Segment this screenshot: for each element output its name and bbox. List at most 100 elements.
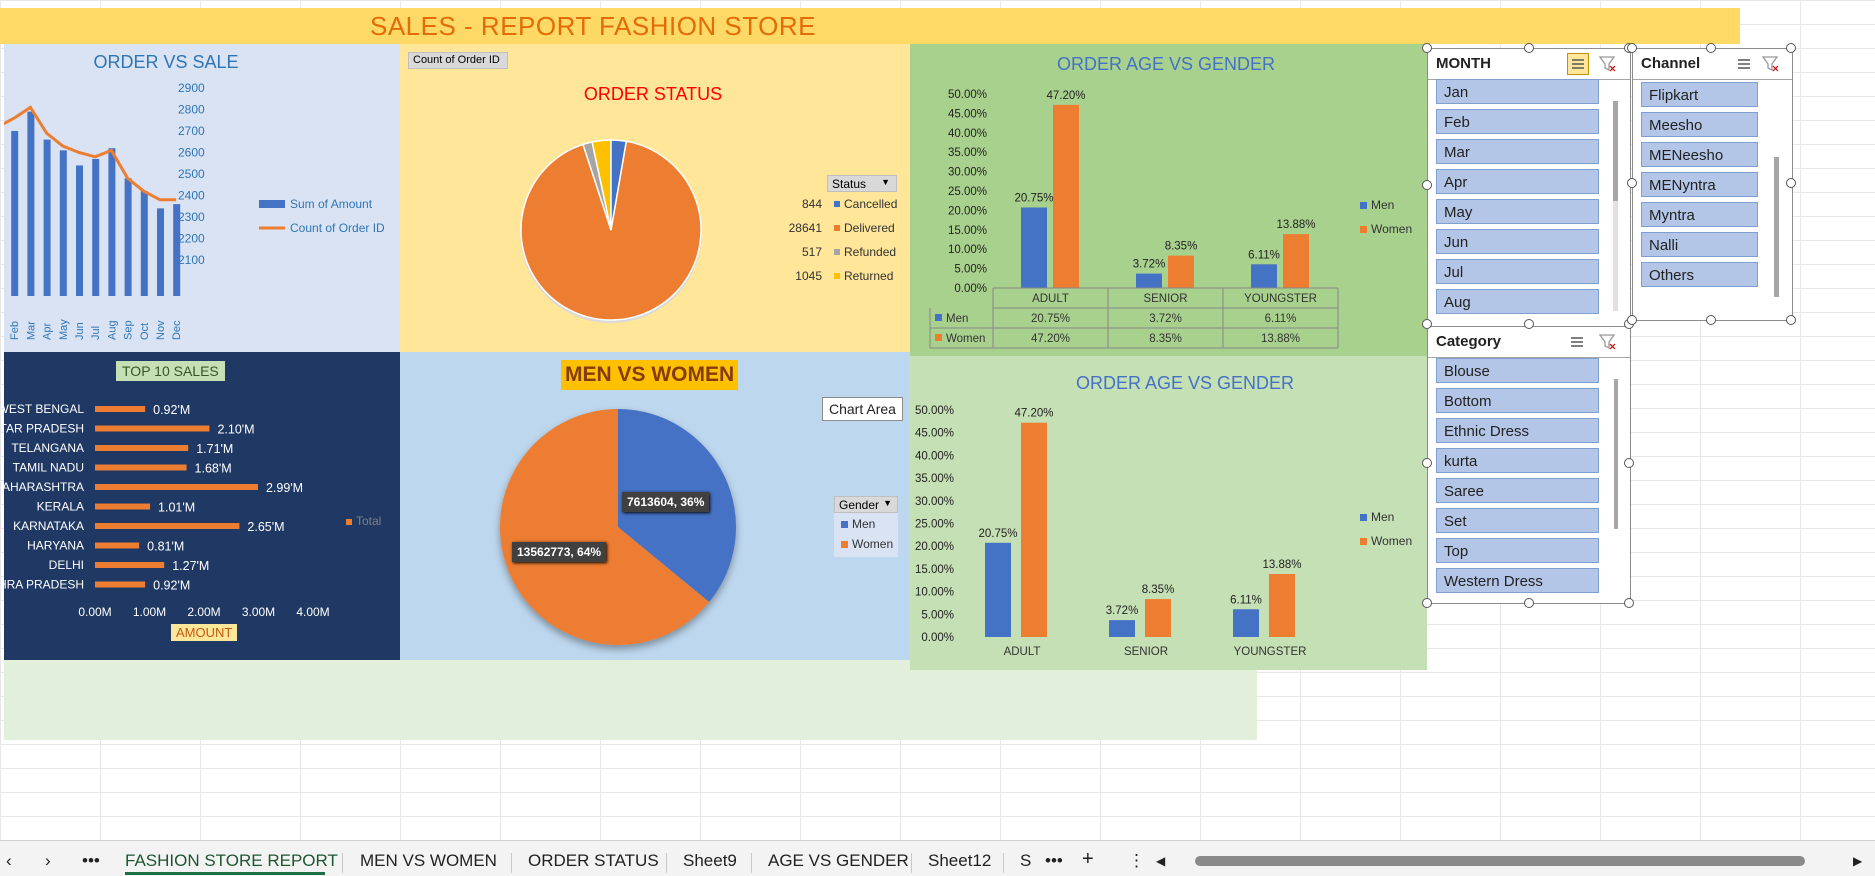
clear-filter-icon[interactable] bbox=[1761, 54, 1781, 79]
slicer-item-meesho[interactable]: Meesho bbox=[1641, 112, 1758, 137]
table-cell: 47.20% bbox=[1031, 333, 1070, 345]
slicer-item-myntra[interactable]: Myntra bbox=[1641, 202, 1758, 227]
slicer-item-western-dress[interactable]: Western Dress bbox=[1436, 568, 1599, 593]
category-slicer[interactable]: Category Blouse Bottom Ethnic Dress kurta Sa… bbox=[1427, 326, 1631, 604]
sheet-tab-s[interactable]: S bbox=[1020, 851, 1032, 870]
slicer-item-set[interactable]: Set bbox=[1436, 508, 1599, 533]
status-filter-label: Status bbox=[832, 177, 867, 191]
selection-handle[interactable] bbox=[1627, 43, 1637, 53]
selection-handle[interactable] bbox=[1786, 43, 1796, 53]
clear-filter-icon[interactable] bbox=[1598, 332, 1618, 357]
x-tick-label: Sep bbox=[123, 320, 135, 340]
table-row-label: Men bbox=[946, 313, 968, 325]
slicer-item-blouse[interactable]: Blouse bbox=[1436, 358, 1599, 383]
slicer-item-saree[interactable]: Saree bbox=[1436, 478, 1599, 503]
gender-filter-button[interactable]: Gender ▼ bbox=[834, 496, 898, 513]
bar-value-label: 2.99'M bbox=[266, 481, 303, 495]
y-tick-label: 2200 bbox=[178, 232, 205, 246]
slicer-item-meneesho[interactable]: MENeesho bbox=[1641, 142, 1758, 167]
prev-sheet-icon[interactable]: ‹ bbox=[6, 851, 12, 870]
slicer-item-feb[interactable]: Feb bbox=[1436, 109, 1599, 134]
slicer-item-menyntra[interactable]: MENyntra bbox=[1641, 172, 1758, 197]
sheet-tab-fashion-store-report[interactable]: FASHION STORE REPORT bbox=[125, 851, 338, 870]
slicer-item-top[interactable]: Top bbox=[1436, 538, 1599, 563]
top10-sales-panel[interactable]: TOP 10 SALES WEST BENGAL 0.92'M UTTAR PRAD… bbox=[4, 352, 400, 660]
selection-handle[interactable] bbox=[1786, 178, 1796, 188]
selection-handle[interactable] bbox=[1627, 178, 1637, 188]
scrollbar-thumb[interactable] bbox=[1613, 101, 1618, 201]
slicer-item-jul[interactable]: Jul bbox=[1436, 259, 1599, 284]
table-header: YOUNGSTER bbox=[1244, 293, 1317, 305]
sheet-tab-men-vs-women[interactable]: MEN VS WOMEN bbox=[360, 851, 497, 870]
selection-handle[interactable] bbox=[1624, 598, 1634, 608]
y-tick-label: 40.00% bbox=[948, 128, 987, 140]
slicer-item-apr[interactable]: Apr bbox=[1436, 169, 1599, 194]
selection-handle[interactable] bbox=[1524, 598, 1534, 608]
selection-handle[interactable] bbox=[1524, 319, 1534, 329]
slicer-item-kurta[interactable]: kurta bbox=[1436, 448, 1599, 473]
men-women-panel[interactable]: MEN VS WOMEN 7613604, 36% 13562773, 64% … bbox=[400, 352, 910, 660]
slicer-item-jan[interactable]: Jan bbox=[1436, 79, 1599, 104]
category-label: SENIOR bbox=[1124, 646, 1168, 658]
sheet-options-icon[interactable]: ⋮ bbox=[1128, 851, 1145, 870]
legend-label: Cancelled bbox=[844, 197, 898, 211]
multi-select-icon[interactable] bbox=[1567, 332, 1587, 357]
slicer-item-bottom[interactable]: Bottom bbox=[1436, 388, 1599, 413]
sheet-tab-sheet9[interactable]: Sheet9 bbox=[683, 851, 737, 870]
selection-handle[interactable] bbox=[1422, 598, 1432, 608]
multi-select-icon[interactable] bbox=[1567, 53, 1589, 75]
slicer-item-jun[interactable]: Jun bbox=[1436, 229, 1599, 254]
sheet-tab-sheet12[interactable]: Sheet12 bbox=[928, 851, 992, 870]
selection-handle[interactable] bbox=[1624, 458, 1634, 468]
slicer-item-ethnic-dress[interactable]: Ethnic Dress bbox=[1436, 418, 1599, 443]
amount-bar bbox=[27, 111, 35, 297]
pie-slice-women bbox=[500, 409, 710, 645]
horizontal-scrollbar-thumb[interactable] bbox=[1195, 856, 1805, 866]
month-slicer[interactable]: MONTH Jan Feb Mar Apr May Jun Jul Aug bbox=[1427, 48, 1631, 327]
selection-handle[interactable] bbox=[1422, 319, 1432, 329]
data-label: 6.11% bbox=[1230, 594, 1262, 606]
clear-filter-icon[interactable] bbox=[1598, 54, 1618, 79]
selection-handle[interactable] bbox=[1422, 458, 1432, 468]
selection-handle[interactable] bbox=[1706, 43, 1716, 53]
more-tabs-icon[interactable]: ••• bbox=[1045, 851, 1063, 870]
slicer-item-may[interactable]: May bbox=[1436, 199, 1599, 224]
channel-slicer[interactable]: Channel Flipkart Meesho MENeesho MENyntra My… bbox=[1632, 48, 1793, 321]
slicer-item-flipkart[interactable]: Flipkart bbox=[1641, 82, 1758, 107]
men-data-label: 7613604, 36% bbox=[622, 492, 710, 512]
more-sheets-icon[interactable]: ••• bbox=[82, 851, 100, 870]
slicer-item-aug[interactable]: Aug bbox=[1436, 289, 1599, 314]
sales-bar bbox=[95, 503, 151, 510]
slicer-scrollbar[interactable] bbox=[1614, 379, 1618, 529]
order-vs-sale-panel[interactable]: ORDER VS SALE 2900 2800 2700 2600 2500 2400 23… bbox=[4, 44, 400, 352]
scroll-right-icon[interactable]: ▶ bbox=[1853, 854, 1863, 868]
age-gender-bottom-panel[interactable]: ORDER AGE VS GENDER 50.00% 45.00% 40.00% 35… bbox=[910, 356, 1427, 670]
selection-handle[interactable] bbox=[1627, 315, 1637, 325]
slicer-item-nalli[interactable]: Nalli bbox=[1641, 232, 1758, 257]
next-sheet-icon[interactable]: › bbox=[45, 851, 51, 870]
selection-handle[interactable] bbox=[1422, 43, 1432, 53]
slicer-item-mar[interactable]: Mar bbox=[1436, 139, 1599, 164]
selection-handle[interactable] bbox=[1786, 315, 1796, 325]
slicer-scrollbar[interactable] bbox=[1613, 101, 1618, 311]
state-label: KERALA bbox=[37, 500, 84, 514]
slicer-item-others[interactable]: Others bbox=[1641, 262, 1758, 287]
field-button-count-order-id[interactable]: Count of Order ID bbox=[408, 52, 508, 69]
legend-swatch bbox=[1360, 514, 1367, 521]
slicer-scrollbar[interactable] bbox=[1774, 157, 1779, 297]
order-status-panel[interactable]: Count of Order ID ORDER STATUS Status ▼ … bbox=[400, 44, 910, 352]
sheet-tab-age-vs-gender[interactable]: AGE VS GENDER bbox=[768, 851, 909, 870]
selection-handle[interactable] bbox=[1706, 315, 1716, 325]
selection-handle[interactable] bbox=[1422, 180, 1432, 190]
selection-handle[interactable] bbox=[1524, 43, 1534, 53]
y-tick-label: 30.00% bbox=[915, 496, 954, 508]
status-filter-button[interactable]: Status ▼ bbox=[827, 175, 897, 192]
data-label: 47.20% bbox=[1014, 408, 1053, 420]
bar-women-adult bbox=[1021, 422, 1047, 637]
age-gender-top-panel[interactable]: ORDER AGE VS GENDER 50.00% 45.00% 40.00% 35… bbox=[910, 44, 1427, 356]
add-sheet-icon[interactable]: + bbox=[1082, 848, 1094, 870]
legend-label-orders: Count of Order ID bbox=[290, 221, 385, 235]
multi-select-icon[interactable] bbox=[1734, 54, 1754, 79]
sheet-tab-order-status[interactable]: ORDER STATUS bbox=[528, 851, 659, 870]
scroll-left-icon[interactable]: ◀ bbox=[1156, 854, 1166, 868]
